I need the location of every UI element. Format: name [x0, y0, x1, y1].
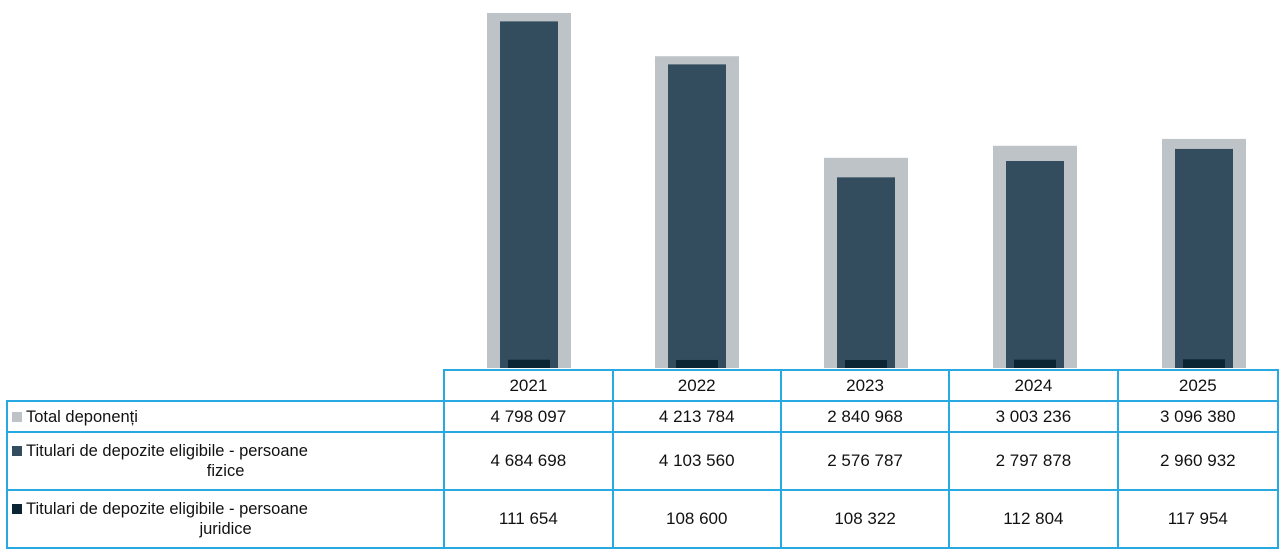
year-header: 2025: [1116, 369, 1279, 402]
bar-persoane-juridice: [676, 359, 718, 368]
table-cell: 2 840 968: [779, 400, 951, 433]
table-row-fizice: Titulari de depozite eligibile - persoan…: [5, 431, 1279, 491]
row-label-text-line2: juridice: [199, 520, 252, 538]
table-cell: 112 804: [948, 489, 1119, 549]
year-header: 2021: [443, 369, 614, 402]
bar-persoane-juridice: [508, 359, 550, 368]
row-label-fizice: Titulari de depozite eligibile - persoan…: [5, 431, 446, 491]
bar-persoane-juridice: [1183, 359, 1225, 368]
row-label-text-line2: fizice: [206, 462, 245, 480]
bar-persoane-fizice: [837, 177, 895, 368]
bar-persoane-fizice: [1175, 148, 1233, 368]
data-table: 2021 2022 2023 2024 2025 Total deponenți…: [5, 369, 1279, 549]
table-cell: 2 797 878: [948, 431, 1119, 491]
table-cell: 3 003 236: [948, 400, 1119, 433]
row-label-text: Total deponenți: [26, 407, 138, 426]
table-cell: 108 322: [779, 489, 951, 549]
table-row-juridice: Titulari de depozite eligibile - persoan…: [5, 489, 1279, 549]
year-header: 2023: [779, 369, 951, 402]
bar-chart: [487, 13, 1246, 368]
legend-key-total: [12, 411, 22, 422]
table-cell: 2 576 787: [779, 431, 951, 491]
legend-key-fizice: [12, 446, 22, 456]
table-cell: 4 684 698: [443, 431, 614, 491]
table-cell: 111 654: [443, 489, 614, 549]
table-cell: 108 600: [611, 489, 782, 549]
table-cell: 4 798 097: [443, 400, 614, 433]
legend-key-juridice: [12, 504, 22, 514]
table-cell: 3 096 380: [1116, 400, 1279, 433]
table-row-total: Total deponenți 4 798 097 4 213 784 2 84…: [5, 400, 1279, 433]
bar-persoane-juridice: [845, 359, 887, 368]
bar-persoane-juridice: [1014, 359, 1056, 368]
table-cell: 4 103 560: [611, 431, 782, 491]
bar-persoane-fizice: [668, 64, 726, 368]
row-label-text: Titulari de depozite eligibile - persoan…: [26, 500, 308, 518]
row-label-total: Total deponenți: [5, 400, 446, 433]
table-header-row: 2021 2022 2023 2024 2025: [7, 369, 1279, 402]
table-cell: 2 960 932: [1116, 431, 1279, 491]
row-label-juridice: Titulari de depozite eligibile - persoan…: [5, 489, 446, 549]
bar-persoane-fizice: [500, 21, 558, 368]
table-cell: 117 954: [1116, 489, 1279, 549]
bar-persoane-fizice: [1006, 160, 1064, 368]
year-header: 2022: [611, 369, 782, 402]
table-cell: 4 213 784: [611, 400, 782, 433]
table-corner: [7, 370, 444, 401]
row-label-text: Titulari de depozite eligibile - persoan…: [26, 442, 308, 460]
year-header: 2024: [948, 369, 1119, 402]
